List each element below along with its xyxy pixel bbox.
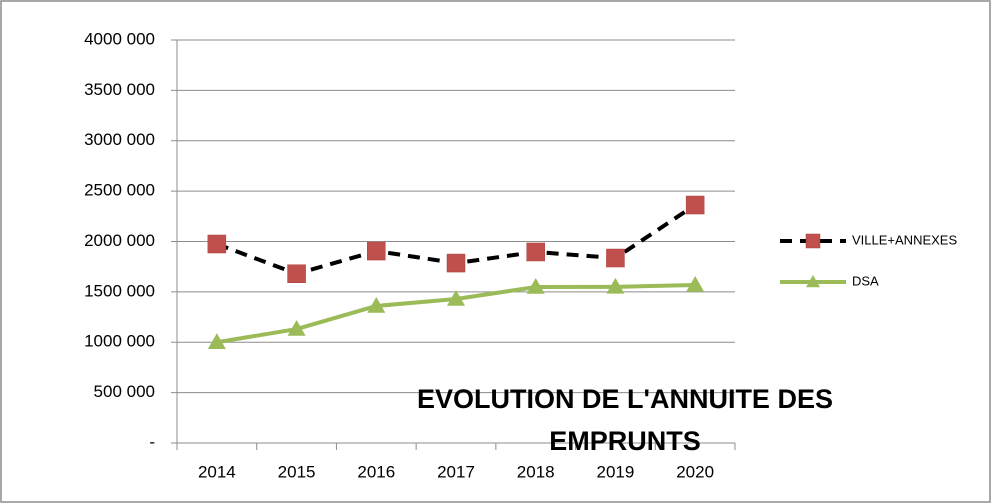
legend-marker [806,275,820,288]
x-tick-label: 2019 [597,462,635,481]
legend-label: VILLE+ANNEXES [852,232,957,247]
x-tick-label: 2016 [357,462,395,481]
data-point [367,296,386,313]
y-tick-label: 3000 000 [84,130,155,149]
legend-label: DSA [852,273,879,288]
data-point [287,320,306,336]
data-point [447,290,465,306]
data-point [287,264,306,283]
y-tick-label: 2000 000 [84,231,155,250]
x-tick-label: 2015 [278,462,316,481]
chart-title: EVOLUTION DE L'ANNUITE DES EMPRUNTS [417,384,833,456]
legend-marker [805,233,821,249]
x-tick-label: 2014 [198,462,236,481]
data-point [526,242,545,262]
x-tick-label: 2018 [517,462,555,481]
x-tick-label: 2017 [437,462,475,481]
y-tick-label: 2500 000 [84,181,155,200]
data-point [207,333,226,349]
y-tick-label: 1000 000 [84,332,155,351]
y-tick-label: 500 000 [94,382,155,401]
y-tick-label: - [149,432,155,451]
data-point [686,276,705,292]
data-point [685,195,705,215]
data-point [526,278,545,294]
x-tick-label: 2020 [676,462,714,481]
data-point [606,277,625,294]
y-tick-label: 1500 000 [84,281,155,300]
y-tick-label: 4000 000 [84,29,155,48]
data-point [367,241,386,261]
data-point [207,234,227,254]
data-point [446,253,466,273]
data-point [606,248,625,268]
y-tick-label: 3500 000 [84,80,155,99]
